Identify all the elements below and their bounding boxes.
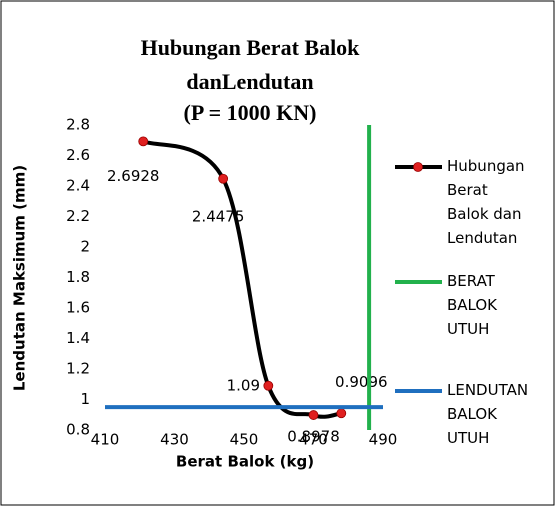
x-tick-label: 430 [160, 431, 189, 449]
y-tick-label: 1.4 [66, 329, 90, 347]
data-label: 2.6928 [107, 167, 160, 185]
y-tick-label: 1.6 [66, 299, 90, 317]
y-tick-label: 2.8 [66, 116, 90, 134]
data-point [336, 408, 347, 419]
y-tick-label: 1.2 [66, 360, 90, 378]
y-tick-label: 2.4 [66, 177, 90, 195]
x-tick-label: 450 [230, 431, 259, 449]
chart-title: (P = 1000 KN) [184, 100, 317, 125]
x-axis-title: Berat Balok (kg) [176, 453, 314, 471]
chart-title: danLendutan [186, 69, 313, 94]
y-tick-label: 2.2 [66, 207, 90, 225]
data-label: 0.8978 [287, 428, 340, 446]
x-tick-label: 410 [91, 431, 120, 449]
x-tick-label: 470 [299, 431, 328, 449]
legend-label: BERAT BALOK UTUH [447, 272, 498, 338]
legend-label: LENDUTAN BALOK UTUH [447, 381, 529, 447]
legend-label: Hubungan Berat Balok dan Lendutan [447, 157, 525, 247]
legend-marker [413, 162, 423, 172]
y-tick-label: 0.8 [66, 421, 90, 439]
y-tick-label: 2.6 [66, 146, 90, 164]
data-point [308, 410, 319, 420]
y-tick-label: 1 [80, 390, 90, 408]
data-label: 2.4475 [192, 207, 245, 225]
y-tick-label: 2 [80, 238, 90, 256]
data-point [138, 136, 149, 147]
data-label: 0.9096 [335, 373, 388, 391]
y-axis-title: Lendutan Maksimum (mm) [11, 165, 29, 391]
y-tick-label: 1.8 [66, 268, 90, 286]
x-tick-label: 490 [369, 431, 398, 449]
data-label: 1.09 [227, 376, 260, 394]
chart-title: Hubungan Berat Balok [141, 35, 361, 60]
data-point [263, 380, 274, 391]
data-point [218, 173, 229, 184]
